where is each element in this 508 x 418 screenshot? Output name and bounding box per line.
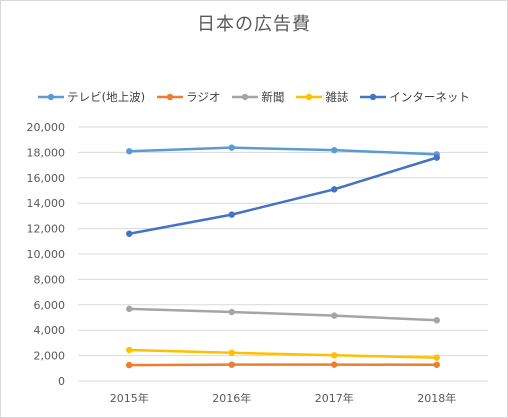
- data-point-1-1: [228, 361, 235, 368]
- legend-item-1: ラジオ: [157, 89, 220, 105]
- data-point-3-1: [228, 349, 235, 356]
- data-point-2-3: [433, 317, 440, 324]
- y-tick-label-3: 6,000: [34, 299, 66, 312]
- data-point-0-2: [331, 146, 338, 154]
- legend-marker-3: [296, 92, 323, 102]
- legend-item-4: インターネット: [360, 89, 470, 105]
- y-tick-label-10: 20,000: [27, 121, 66, 134]
- x-tick-label-1: 2016年: [212, 391, 251, 405]
- series-line-2: [128, 307, 438, 322]
- legend-label-0: テレビ(地上波): [67, 90, 146, 104]
- legend-label-4: インターネット: [389, 90, 470, 104]
- series-line-4: [128, 156, 438, 236]
- series-line-0: [128, 146, 438, 156]
- y-tick-label-6: 12,000: [27, 223, 66, 236]
- legend-item-0: テレビ(地上波): [38, 89, 145, 105]
- x-tick-label-3: 2018年: [417, 391, 456, 405]
- data-point-4-1: [228, 211, 235, 218]
- legend-label-3: 雑誌: [325, 90, 349, 104]
- data-point-3-0: [126, 346, 133, 354]
- data-point-0-0: [126, 148, 133, 155]
- data-point-4-2: [331, 186, 338, 193]
- data-point-2-0: [126, 305, 133, 313]
- data-point-3-2: [331, 352, 338, 359]
- data-point-3-3: [433, 354, 440, 361]
- data-point-1-0: [126, 361, 133, 369]
- legend-marker-2: [232, 92, 259, 102]
- data-point-2-1: [228, 308, 235, 316]
- y-tick-label-4: 8,000: [34, 273, 66, 286]
- y-tick-label-2: 4,000: [34, 324, 66, 337]
- y-tick-label-7: 14,000: [27, 197, 66, 210]
- legend-item-3: 雑誌: [296, 89, 348, 105]
- legend-label-1: ラジオ: [186, 90, 221, 104]
- series-line-3: [128, 348, 438, 359]
- data-point-0-1: [228, 144, 235, 151]
- data-point-1-2: [331, 361, 338, 368]
- x-tick-label-2: 2017年: [315, 391, 354, 405]
- data-point-4-3: [433, 154, 440, 161]
- x-tick-label-0: 2015年: [110, 391, 149, 405]
- legend-item-2: 新聞: [232, 89, 284, 105]
- data-point-2-2: [331, 312, 338, 319]
- legend-label-2: 新聞: [261, 90, 285, 104]
- y-tick-label-8: 16,000: [27, 172, 66, 185]
- y-tick-label-1: 2,000: [34, 350, 66, 363]
- y-tick-label-9: 18,000: [27, 146, 66, 159]
- legend: テレビ(地上波) ラジオ 新聞 雑誌 インターネット: [0, 88, 508, 106]
- data-point-1-3: [433, 361, 440, 368]
- legend-marker-1: [157, 92, 184, 102]
- legend-marker-0: [38, 92, 65, 102]
- data-point-4-0: [126, 230, 133, 237]
- y-tick-label-0: 0: [58, 375, 65, 388]
- chart-title: 日本の広告費: [197, 14, 311, 35]
- y-tick-label-5: 10,000: [27, 248, 66, 261]
- legend-marker-4: [360, 92, 387, 102]
